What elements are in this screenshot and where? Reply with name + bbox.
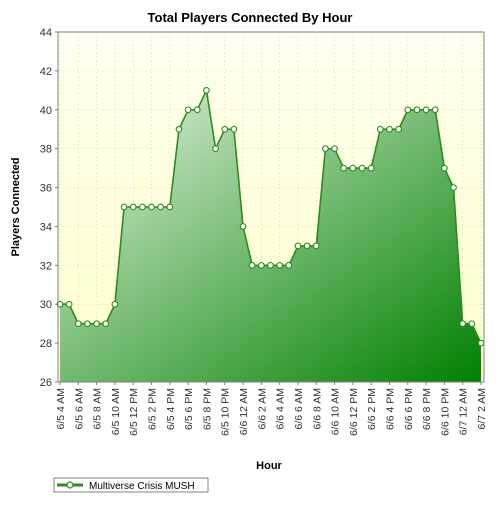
x-tick-label: 6/5 4 PM — [165, 388, 177, 430]
x-tick-label: 6/7 2 AM — [476, 388, 488, 429]
legend-label: Multiverse Crisis MUSH — [89, 481, 195, 492]
legend-box — [53, 477, 209, 493]
x-tick-label: 6/6 8 AM — [311, 388, 323, 429]
x-tick-label: 6/5 6 PM — [183, 388, 195, 430]
x-tick-label: 6/5 10 PM — [220, 388, 232, 436]
data-point — [395, 125, 402, 133]
x-tick-label: 6/5 2 PM — [147, 388, 159, 430]
x-tick-label: 6/6 2 AM — [256, 388, 268, 429]
y-tick-label: 38 — [40, 144, 52, 156]
x-tick-label: 6/5 10 AM — [110, 388, 122, 435]
data-points — [56, 86, 485, 347]
data-point — [349, 164, 357, 172]
data-point — [111, 300, 119, 308]
data-point — [312, 242, 320, 250]
data-point — [386, 125, 393, 133]
data-point — [431, 106, 439, 114]
data-point — [340, 164, 348, 172]
data-point — [413, 106, 421, 114]
data-point — [239, 223, 247, 230]
data-point — [459, 320, 467, 328]
y-axis-ticks: 26 28 30 32 34 36 38 40 42 44 — [40, 27, 58, 389]
y-tick-label: 32 — [40, 260, 52, 272]
data-point — [166, 203, 174, 211]
data-point — [230, 125, 238, 133]
y-tick-label: 26 — [40, 377, 52, 389]
series-area — [60, 90, 481, 382]
x-tick-label: 6/7 12 AM — [458, 388, 470, 435]
data-point — [468, 320, 476, 328]
x-tick-label: 6/5 6 AM — [73, 388, 85, 429]
x-tick-label: 6/6 12 PM — [348, 388, 360, 436]
y-tick-label: 30 — [40, 299, 52, 311]
x-tick-label: 6/6 4 PM — [384, 388, 396, 430]
x-tick-label: 6/5 12 PM — [128, 388, 140, 436]
x-axis-ticks: 6/5 4 AM 6/5 6 AM 6/5 8 AM 6/5 10 AM 6/5 12 … — [55, 382, 488, 436]
data-point — [358, 164, 366, 172]
data-point — [422, 106, 430, 114]
data-point — [285, 261, 293, 269]
data-point — [193, 106, 201, 114]
legend: Multiverse Crisis MUSH — [53, 477, 209, 493]
plot-border — [57, 31, 485, 383]
data-point — [276, 261, 284, 269]
data-point — [102, 320, 110, 328]
data-point — [221, 125, 229, 133]
data-point — [477, 339, 485, 347]
y-tick-label: 40 — [40, 105, 52, 117]
x-tick-label: 6/6 8 PM — [421, 388, 433, 430]
data-point — [367, 164, 375, 172]
data-point — [184, 106, 192, 114]
x-tick-label: 6/6 2 PM — [366, 388, 378, 430]
x-tick-label: 6/6 10 PM — [439, 388, 451, 436]
data-point — [148, 203, 155, 211]
data-point — [303, 242, 311, 250]
x-tick-label: 6/6 6 PM — [403, 388, 415, 430]
data-point — [212, 145, 219, 153]
legend-swatch-marker — [66, 481, 74, 489]
data-point — [322, 145, 329, 153]
data-point — [376, 125, 384, 133]
data-point — [157, 203, 165, 211]
x-tick-label: 6/6 10 AM — [330, 388, 342, 435]
y-axis-label: Players Connected — [10, 157, 22, 256]
x-tick-label: 6/5 4 AM — [55, 388, 67, 429]
data-point — [175, 125, 183, 133]
data-point — [65, 300, 73, 308]
data-point — [203, 86, 210, 94]
data-point — [84, 320, 91, 328]
data-point — [331, 145, 338, 153]
x-tick-label: 6/5 8 PM — [201, 388, 213, 430]
data-point — [257, 261, 265, 269]
x-tick-label: 6/6 12 AM — [238, 388, 250, 435]
chart-title: Total Players Connected By Hour — [148, 10, 353, 25]
x-axis-label: Hour — [256, 460, 282, 472]
data-point — [404, 106, 412, 114]
y-tick-label: 28 — [40, 338, 52, 350]
x-tick-label: 6/5 8 AM — [92, 388, 104, 429]
data-point — [139, 203, 146, 211]
data-point — [93, 320, 100, 328]
data-point — [294, 242, 302, 250]
data-point — [74, 320, 82, 328]
y-tick-label: 44 — [40, 27, 52, 39]
x-tick-label: 6/6 4 AM — [275, 388, 287, 429]
data-point — [267, 261, 274, 269]
y-tick-label: 42 — [40, 66, 52, 78]
y-tick-label: 36 — [40, 183, 52, 195]
y-tick-label: 34 — [40, 221, 52, 233]
data-point — [129, 203, 137, 211]
data-point — [120, 203, 128, 211]
data-point — [450, 184, 457, 191]
data-point — [441, 164, 448, 172]
x-tick-label: 6/6 6 AM — [293, 388, 305, 429]
data-point — [248, 261, 256, 269]
